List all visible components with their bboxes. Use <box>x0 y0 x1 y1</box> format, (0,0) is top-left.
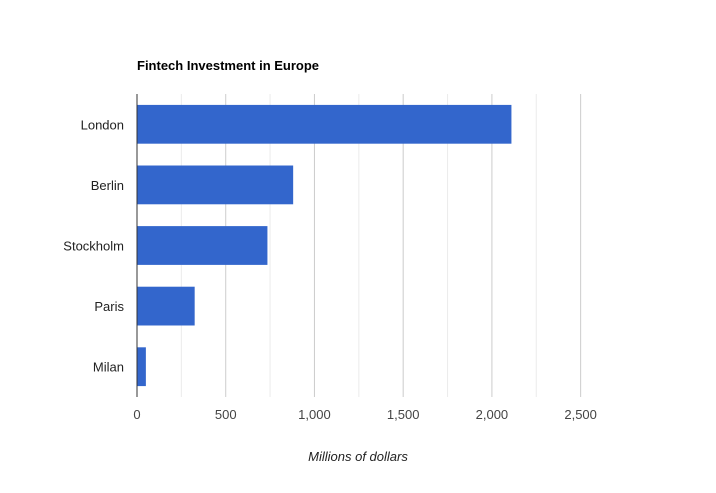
bar-stockholm <box>137 226 268 265</box>
x-tick-label: 0 <box>133 407 140 422</box>
x-axis-title: Millions of dollars <box>308 449 408 464</box>
bar-berlin <box>137 165 294 205</box>
bar-paris <box>137 286 195 326</box>
tick-labels: 0 500 1,000 1,500 2,000 2,500 <box>133 407 597 422</box>
x-tick-label: 1,500 <box>387 407 420 422</box>
bars <box>137 104 512 387</box>
bar-milan <box>137 347 146 387</box>
x-tick-label: 500 <box>215 407 237 422</box>
x-tick-label: 1,000 <box>298 407 331 422</box>
category-label-stockholm: Stockholm <box>63 239 124 254</box>
category-label-milan: Milan <box>93 360 124 375</box>
chart-title: Fintech Investment in Europe <box>137 58 319 73</box>
category-label-berlin: Berlin <box>91 178 124 193</box>
bar-london <box>137 104 512 144</box>
category-label-london: London <box>81 117 124 132</box>
category-label-paris: Paris <box>94 299 124 314</box>
category-labels: London Berlin Stockholm Paris Milan <box>63 117 124 374</box>
x-tick-label: 2,500 <box>564 407 597 422</box>
x-tick-label: 2,000 <box>476 407 509 422</box>
